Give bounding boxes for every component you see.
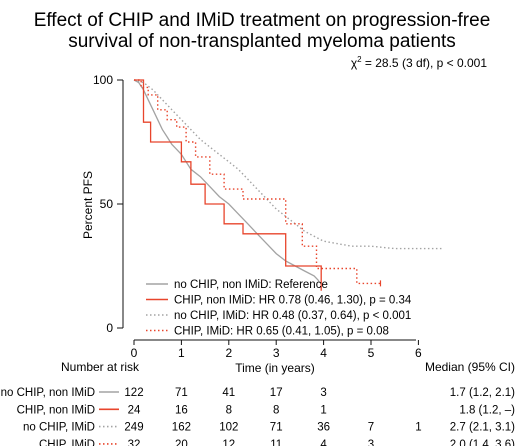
survival-curves [133, 79, 443, 291]
risk-count: 4 [320, 439, 327, 446]
risk-row-median: 2.7 (2.1, 3.1) [450, 422, 515, 434]
risk-count: 249 [124, 422, 143, 434]
risk-table-header: Number at risk [61, 360, 140, 374]
x-axis: 0 1 2 3 4 5 6 [131, 339, 422, 360]
risk-count: 3 [368, 439, 374, 446]
risk-count: 36 [317, 422, 330, 434]
risk-count: 7 [368, 422, 374, 434]
legend-label: CHIP, IMiD: HR 0.65 (0.41, 1.05), p = 0.… [174, 326, 389, 338]
x-tick-label: 2 [225, 346, 232, 360]
risk-count: 8 [226, 404, 232, 416]
y-tick-label: 50 [100, 197, 114, 211]
y-tick-label: 100 [93, 73, 113, 87]
risk-count: 20 [175, 439, 188, 446]
x-tick-label: 1 [178, 346, 185, 360]
risk-count: 71 [175, 387, 188, 399]
risk-count: 102 [219, 422, 238, 434]
risk-count: 11 [270, 439, 282, 446]
legend-label: no CHIP, non IMiD: Reference [174, 279, 328, 291]
survival-curve-2 [134, 79, 322, 291]
legend: no CHIP, non IMiD: Reference CHIP, non IM… [146, 279, 412, 338]
risk-row-median: 1.7 (1.2, 2.1) [450, 387, 515, 399]
x-tick-label: 3 [273, 346, 280, 360]
risk-count: 3 [320, 387, 326, 399]
risk-row-label: no CHIP, IMiD [23, 422, 95, 434]
y-axis-label: Percent PFS [81, 171, 95, 239]
legend-label: no CHIP, IMiD: HR 0.48 (0.37, 0.64), p <… [174, 310, 411, 322]
x-tick-label: 0 [131, 346, 138, 360]
survival-curve-3 [133, 79, 443, 250]
chi-superscript: 2 [357, 55, 362, 64]
risk-table: no CHIP, non IMiD 122 71 41 17 3 1.7 (1.2, 2.1… [1, 387, 516, 446]
chi-square-statistic: χ2 = 28.5 (3 df), p < 0.001 [351, 55, 488, 70]
chi-symbol: χ [351, 56, 358, 70]
risk-count: 122 [124, 387, 143, 399]
risk-row-label: CHIP, IMiD [39, 439, 95, 446]
legend-label: CHIP, non IMiD: HR 0.78 (0.46, 1.30), p … [174, 295, 412, 307]
x-tick-label: 4 [320, 346, 327, 360]
x-axis-label: Time (in years) [235, 361, 315, 375]
median-header: Median (95% CI) [425, 360, 515, 374]
risk-row-label: CHIP, non IMiD [17, 404, 95, 416]
risk-count: 16 [175, 404, 188, 416]
x-tick-label: 5 [368, 346, 375, 360]
y-tick-label: 0 [106, 321, 113, 335]
survival-curve-1 [133, 79, 320, 282]
risk-count: 8 [273, 404, 279, 416]
risk-row-median: 2.0 (1.4, 3.6) [450, 439, 515, 446]
risk-count: 162 [172, 422, 191, 434]
risk-count: 1 [320, 404, 326, 416]
risk-row-label: no CHIP, non IMiD [1, 387, 95, 399]
chart-title-line-1: Effect of CHIP and IMiD treatment on pro… [34, 10, 491, 31]
chi-text: = 28.5 (3 df), p < 0.001 [362, 56, 488, 70]
risk-count: 41 [222, 387, 235, 399]
chart-title-line-2: survival of non-transplanted myeloma pat… [68, 31, 456, 52]
x-tick-label: 6 [415, 346, 422, 360]
y-axis: 0 50 100 [93, 73, 124, 335]
survival-curve-4 [134, 79, 381, 285]
risk-count: 17 [270, 387, 283, 399]
risk-count: 24 [128, 404, 141, 416]
risk-count: 71 [270, 422, 283, 434]
risk-count: 1 [415, 422, 421, 434]
risk-row-median: 1.8 (1.2, –) [459, 404, 515, 416]
risk-count: 12 [222, 439, 235, 446]
risk-count: 32 [128, 439, 141, 446]
